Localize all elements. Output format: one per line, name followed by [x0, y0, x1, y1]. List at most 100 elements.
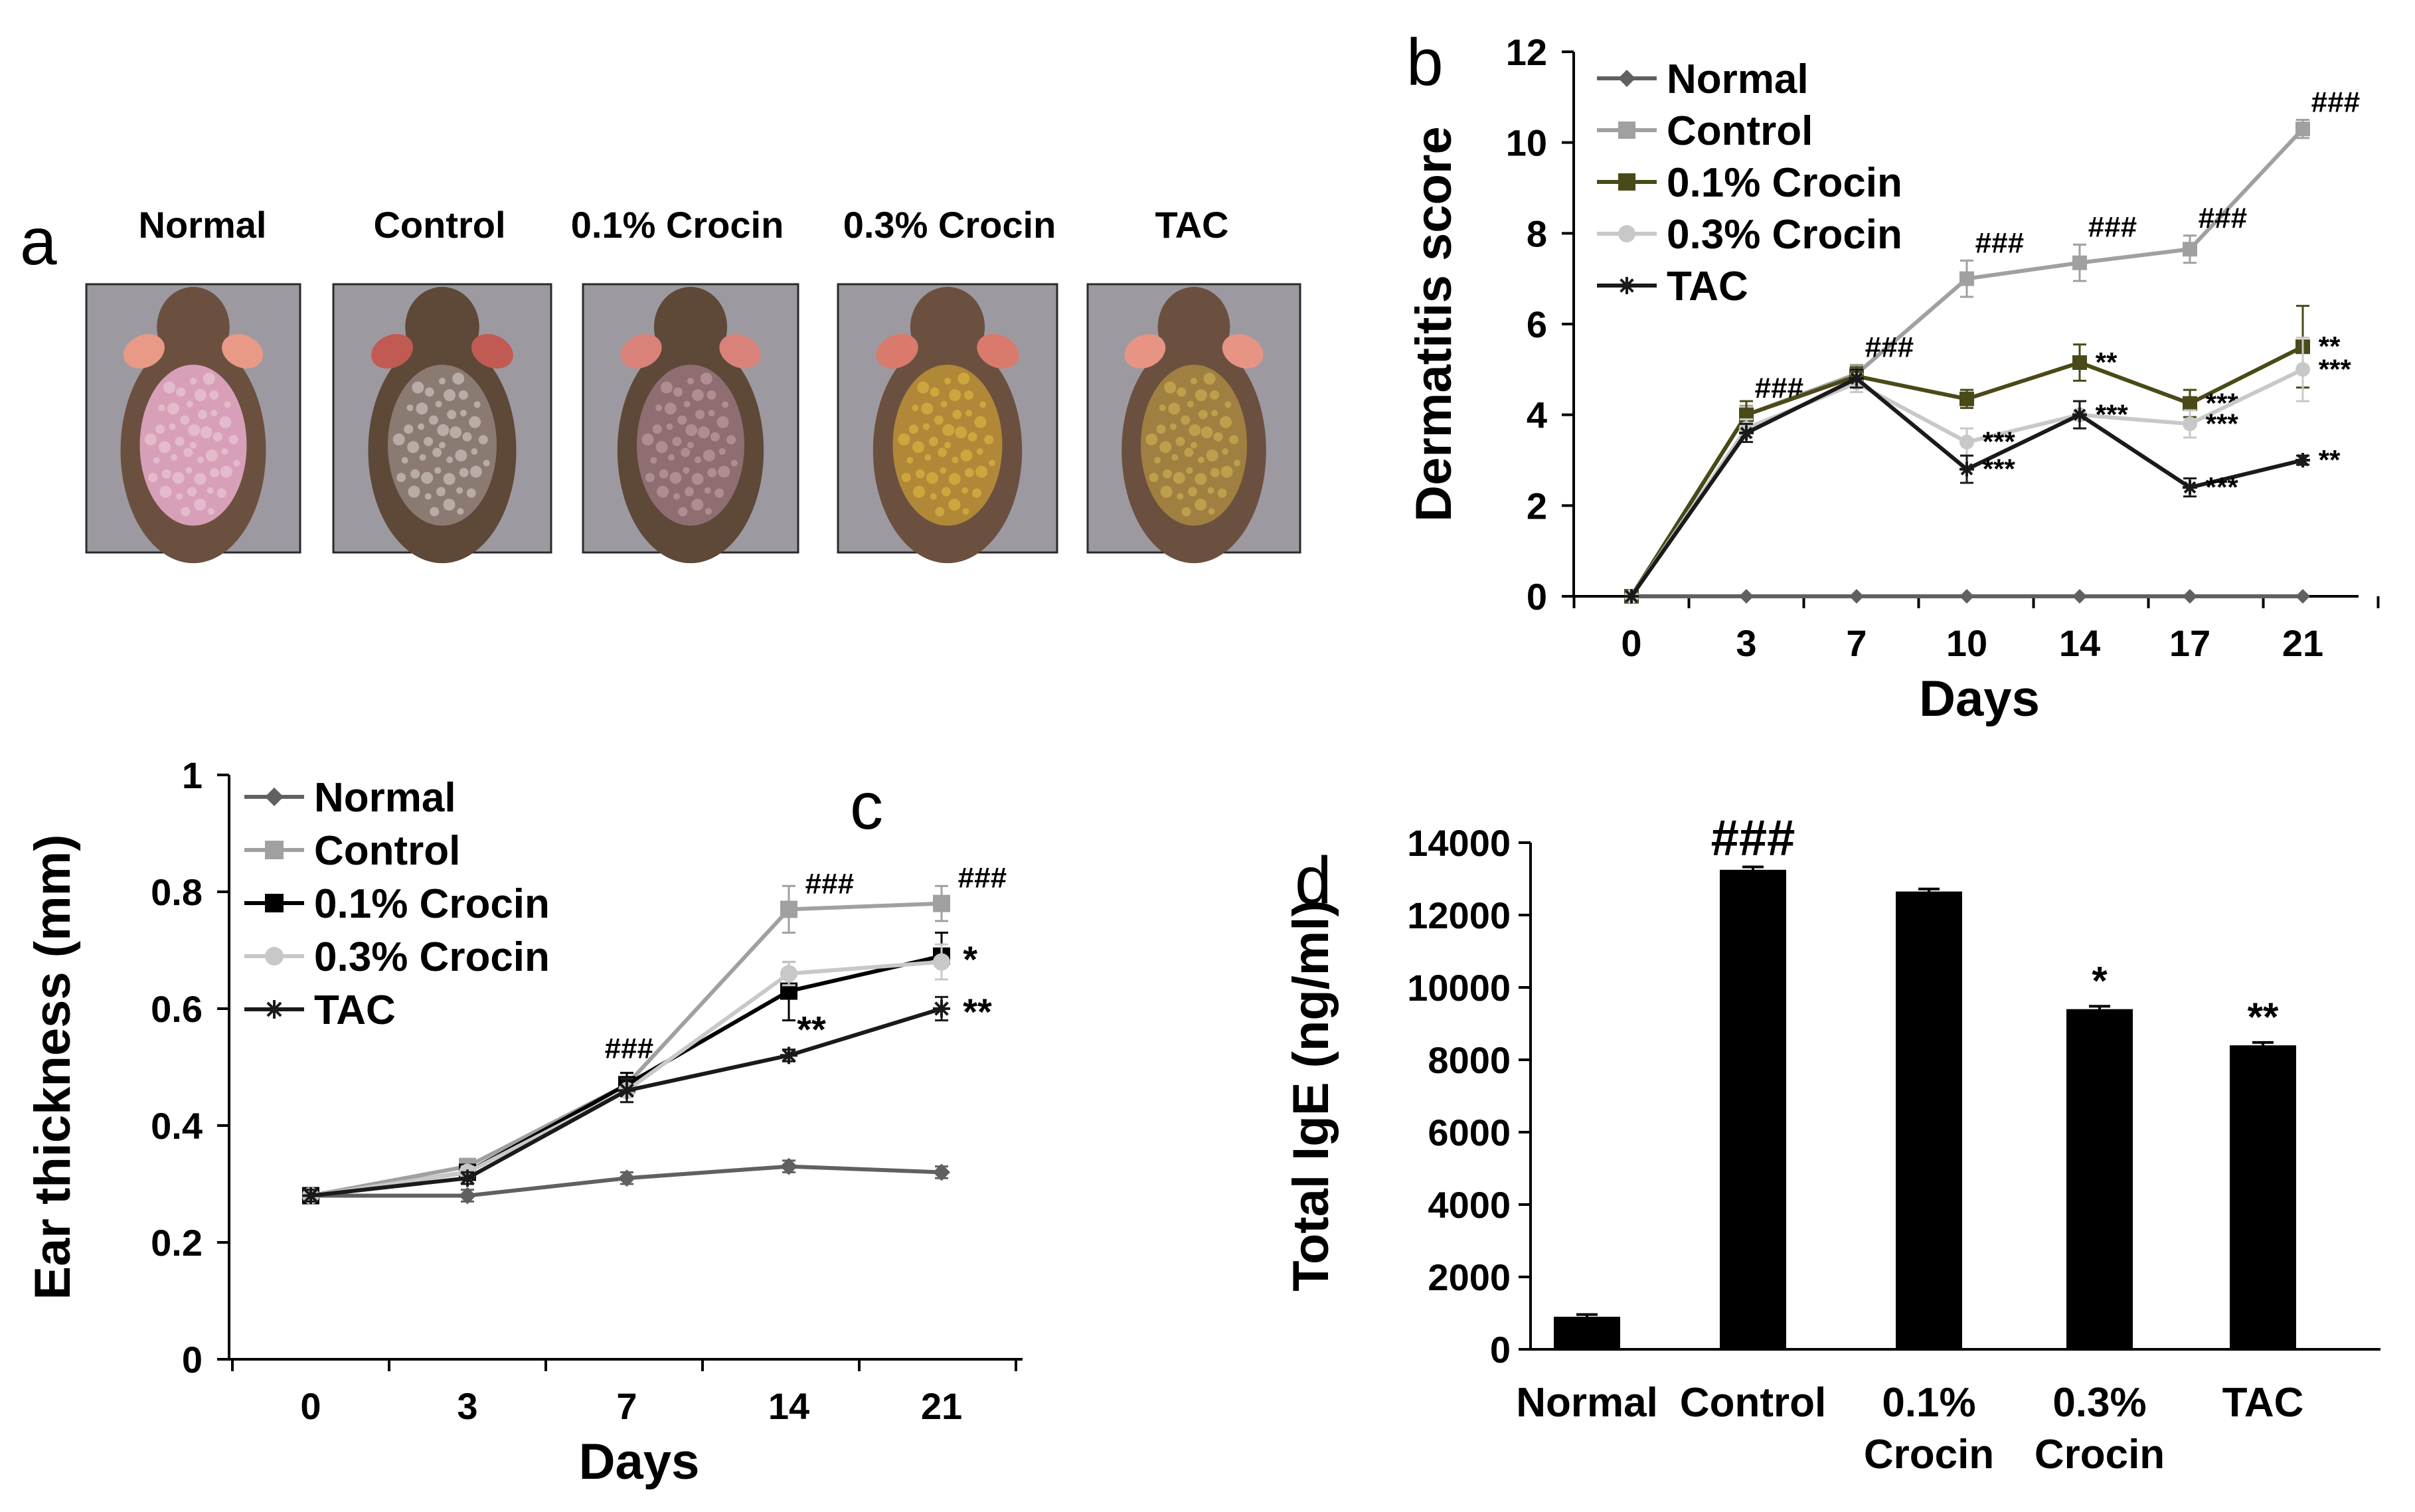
skin-texture-spot — [457, 508, 464, 515]
skin-texture-spot — [175, 436, 185, 446]
skin-texture-spot — [685, 487, 695, 497]
data-point — [618, 1082, 635, 1100]
skin-texture-spot — [921, 402, 934, 415]
skin-texture-spot — [707, 390, 716, 400]
mouse-photo — [85, 283, 301, 564]
x-tick-label: Crocin — [2035, 1432, 2165, 1477]
group-label: 0.1% Crocin — [571, 204, 784, 246]
y-tick-label: 6 — [1527, 303, 1547, 345]
skin-texture-spot — [687, 442, 694, 449]
skin-texture-spot — [392, 433, 405, 446]
x-tick-label: TAC — [2222, 1380, 2304, 1426]
legend-marker — [1618, 173, 1635, 191]
x-tick-label: 7 — [616, 1385, 637, 1427]
skin-texture-spot — [220, 465, 232, 478]
data-point — [2072, 255, 2087, 270]
data-point — [2295, 122, 2310, 137]
skin-texture-spot — [681, 448, 691, 458]
y-tick-label: 0.8 — [151, 871, 203, 913]
x-tick-label: 0 — [300, 1385, 321, 1427]
skin-texture-spot — [176, 387, 186, 397]
skin-texture-spot — [161, 469, 171, 479]
skin-texture-spot — [171, 454, 178, 461]
skin-texture-spot — [418, 423, 425, 430]
significance-label: ### — [1975, 226, 2024, 259]
data-point — [933, 953, 950, 971]
data-point — [2183, 242, 2197, 257]
skin-texture-spot — [691, 498, 704, 511]
legend-label: 0.3% Crocin — [1667, 212, 1902, 258]
group-label: 0.3% Crocin — [843, 204, 1056, 246]
bar — [2066, 1009, 2133, 1349]
skin-texture-spot — [483, 460, 490, 467]
data-point — [2072, 589, 2087, 604]
skin-texture-spot — [930, 493, 937, 500]
skin-texture-spot — [659, 469, 669, 479]
skin-texture-spot — [435, 400, 442, 408]
skin-texture-spot — [401, 457, 408, 464]
skin-texture-spot — [922, 423, 930, 430]
skin-texture-spot — [1208, 508, 1215, 515]
significance-label: ### — [2088, 210, 2137, 243]
skin-texture-spot — [181, 507, 191, 517]
skin-texture-spot — [148, 473, 158, 483]
significance-label: ### — [805, 867, 854, 900]
legend-marker — [265, 841, 284, 859]
skin-texture-spot — [976, 448, 983, 456]
data-point — [1959, 462, 1974, 477]
skin-texture-spot — [971, 488, 981, 498]
skin-texture-spot — [1160, 485, 1173, 498]
y-tick-label: 8 — [1527, 212, 1547, 254]
skin-texture-spot — [424, 436, 434, 446]
skin-texture-spot — [1164, 381, 1177, 394]
legend-marker — [1618, 122, 1635, 139]
skin-texture-spot — [1171, 454, 1179, 461]
data-point — [780, 1157, 797, 1175]
skin-texture-spot — [964, 467, 974, 477]
legend-item: Normal — [1597, 56, 1809, 102]
skin-texture-spot — [908, 424, 918, 434]
skin-texture-spot — [952, 410, 962, 420]
skin-texture-spot — [979, 401, 987, 408]
skin-texture-spot — [965, 410, 973, 417]
mouse-ear — [124, 334, 165, 369]
skin-texture-spot — [1195, 498, 1207, 511]
skin-texture-spot — [1184, 448, 1194, 458]
data-point — [1624, 589, 1639, 604]
skin-texture-spot — [424, 493, 432, 500]
skin-texture-spot — [187, 487, 197, 497]
data-point — [459, 1169, 476, 1187]
legend-label: Normal — [314, 775, 456, 821]
skin-texture-spot — [691, 389, 704, 402]
skin-texture-spot — [1177, 387, 1187, 397]
skin-texture-spot — [207, 487, 214, 494]
series-tac: ********** — [1624, 368, 2340, 604]
skin-texture-spot — [458, 390, 468, 400]
skin-texture-spot — [430, 507, 440, 517]
skin-texture-spot — [940, 400, 948, 408]
skin-texture-spot — [172, 471, 185, 484]
skin-texture-spot — [710, 432, 720, 442]
mouse-ear — [620, 334, 662, 369]
skin-texture-spot — [450, 426, 462, 439]
skin-texture-spot — [901, 473, 911, 483]
skin-texture-spot — [219, 416, 232, 428]
significance-label: ** — [795, 1008, 826, 1050]
skin-texture-spot — [419, 454, 426, 461]
legend-marker — [265, 894, 284, 912]
x-tick-label: 17 — [2169, 622, 2210, 664]
skin-texture-spot — [669, 471, 682, 484]
y-tick-label: 0 — [182, 1339, 203, 1381]
skin-texture-spot — [1211, 410, 1218, 417]
data-point — [780, 900, 797, 918]
x-tick-label: 0.3% — [2052, 1380, 2146, 1426]
skin-texture-spot — [1181, 415, 1191, 425]
y-tick-label: 4 — [1527, 394, 1547, 436]
x-tick-label: 21 — [921, 1385, 962, 1427]
skin-texture-spot — [221, 448, 228, 456]
skin-texture-spot — [961, 487, 969, 494]
skin-texture-spot — [404, 424, 414, 434]
legend-label: 0.1% Crocin — [1667, 160, 1902, 206]
skin-texture-spot — [917, 381, 930, 394]
data-point — [618, 1169, 635, 1187]
